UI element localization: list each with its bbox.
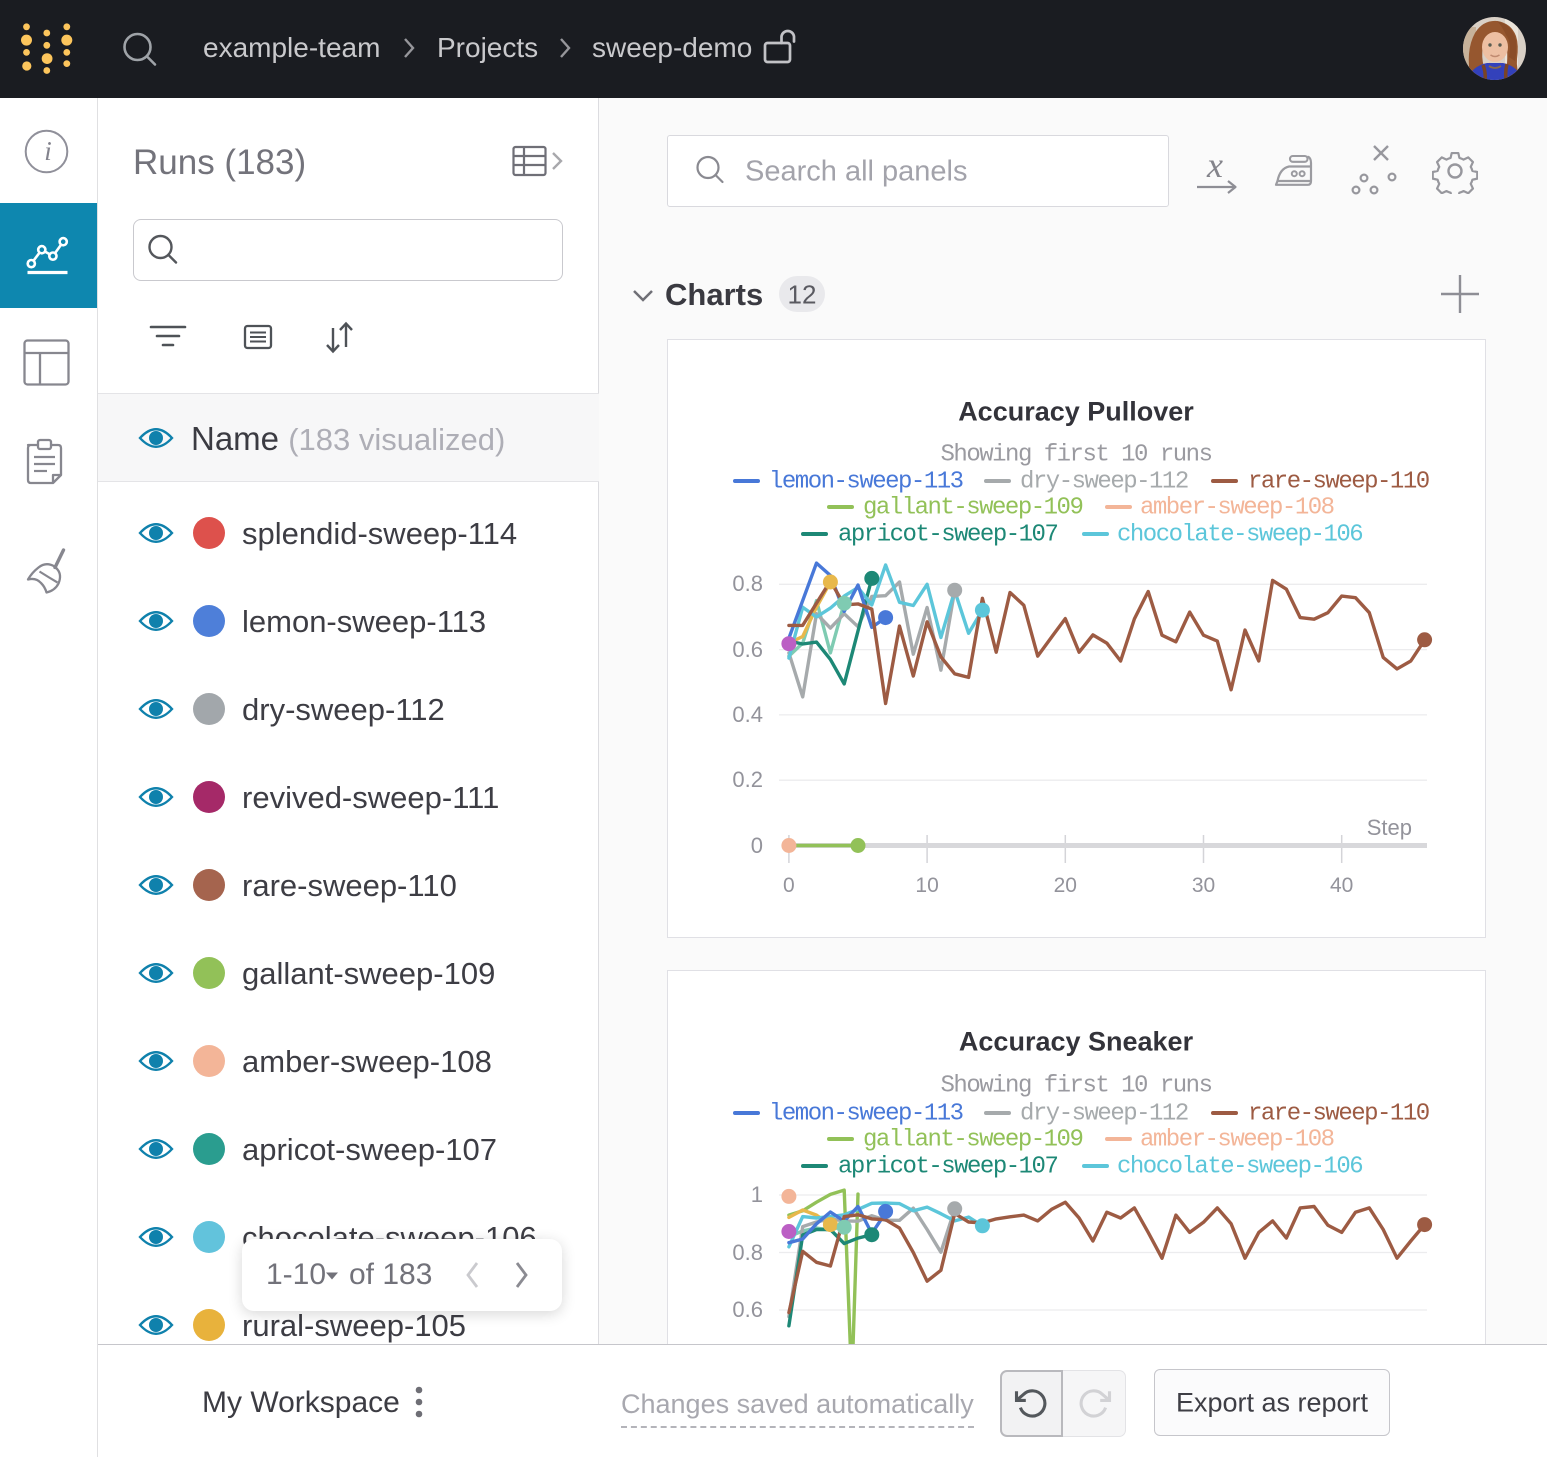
svg-text:x: x (1206, 145, 1223, 185)
svg-text:i: i (44, 136, 52, 166)
